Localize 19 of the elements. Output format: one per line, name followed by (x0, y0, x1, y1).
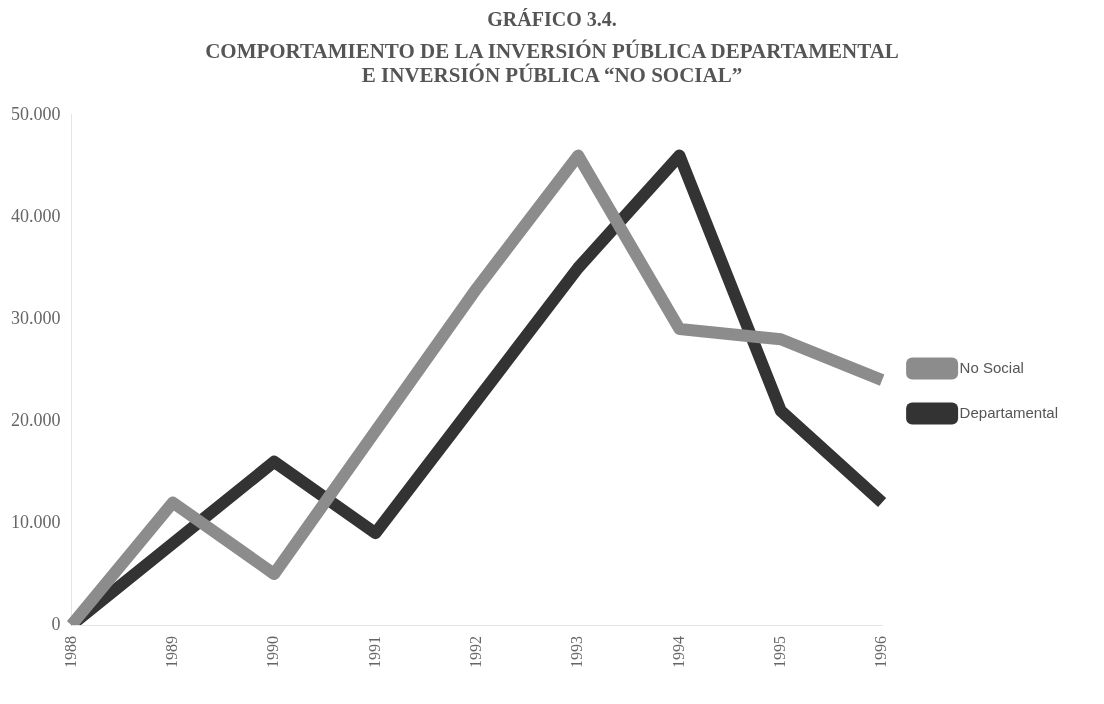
chart-subtitle: COMPORTAMIENTO DE LA INVERSIÓN PÚBLICA DEPARTAMENTAL E INVERSIÓN PÚBLICA “NO SOCIAL” (204, 39, 900, 87)
x-tick-label: 1996 (872, 636, 890, 668)
x-tick-label: 1990 (264, 636, 282, 668)
x-tick-label: 1989 (163, 636, 181, 668)
y-tick-label: 20.000 (11, 409, 61, 430)
chart-title: GRÁFICO 3.4. (486, 8, 618, 31)
x-tick-label: 1995 (770, 636, 788, 668)
x-tick-label: 1988 (61, 636, 79, 668)
y-tick-label: 0 (51, 613, 61, 634)
y-tick-label: 40.000 (11, 205, 61, 226)
x-tick-label: 1991 (365, 636, 383, 668)
x-tick-label: 1994 (669, 636, 687, 668)
y-tick-label: 50.000 (11, 103, 61, 124)
legend-label: Departamental (959, 403, 1058, 421)
x-tick-label: 1992 (467, 636, 485, 668)
y-tick-label: 30.000 (11, 307, 61, 328)
y-tick-label: 10.000 (11, 511, 61, 532)
legend-label: No Social (959, 358, 1024, 376)
x-tick-label: 1993 (568, 636, 586, 668)
